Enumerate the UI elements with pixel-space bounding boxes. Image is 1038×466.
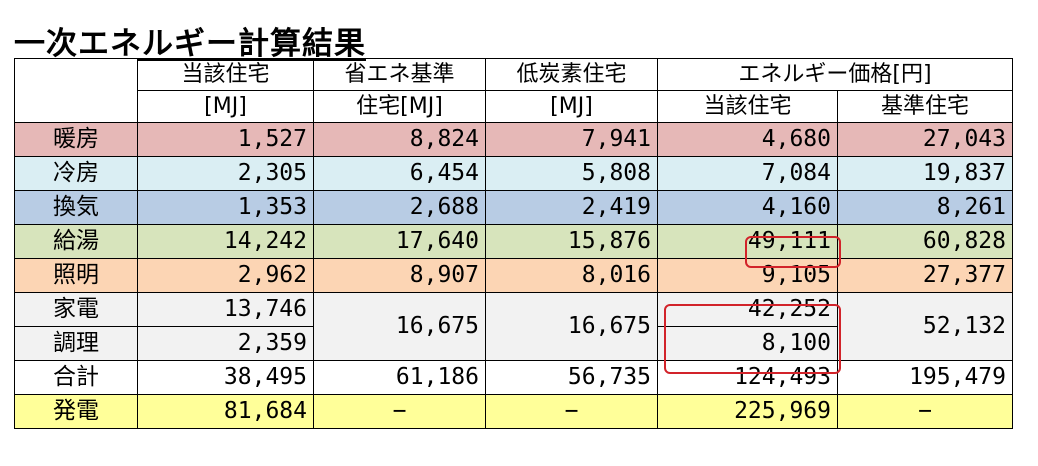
row-label: 換気 [14, 190, 138, 225]
cell-price-standard-merged: 52,132 [837, 292, 1013, 361]
header-energy-price: エネルギー価格[円] [657, 58, 1013, 91]
cell-current: 13,746 [137, 292, 314, 327]
cell-lowcarbon: 15,876 [485, 224, 658, 259]
cell-current: 38,495 [137, 360, 314, 395]
row-label: 暖房 [14, 122, 138, 157]
cell-lowcarbon-merged: 16,675 [485, 292, 658, 361]
cell-price-current: 8,100 [657, 326, 838, 361]
cell-price-current: 49,111 [657, 224, 838, 259]
row-generation: 発電 81,684 − − 225,969 − [14, 394, 1013, 429]
cell-lowcarbon: 8,016 [485, 258, 658, 293]
header-lowcarbon-house: 低炭素住宅 [485, 58, 658, 91]
row-label: 冷房 [14, 156, 138, 191]
cell-price-current: 225,969 [657, 394, 838, 429]
cell-lowcarbon: 56,735 [485, 360, 658, 395]
cell-standard: 61,186 [313, 360, 486, 395]
energy-results-table: 当該住宅 省エネ基準 低炭素住宅 エネルギー価格[円] [MJ] 住宅[MJ] … [14, 58, 1013, 429]
page-title: 一次エネルギー計算結果 [14, 26, 366, 62]
header-corner [14, 58, 138, 123]
cell-price-current: 7,084 [657, 156, 838, 191]
cell-standard: 2,688 [313, 190, 486, 225]
cell-price-current: 4,680 [657, 122, 838, 157]
cell-lowcarbon: − [485, 394, 658, 429]
cell-current: 2,962 [137, 258, 314, 293]
row-lighting: 照明 2,962 8,907 8,016 9,105 27,377 [14, 258, 1013, 293]
cell-price-standard: 27,377 [837, 258, 1013, 293]
cell-standard: 17,640 [313, 224, 486, 259]
cell-standard-merged: 16,675 [313, 292, 486, 361]
header-standard-unit: 住宅[MJ] [313, 90, 486, 123]
cell-current: 2,359 [137, 326, 314, 361]
row-label: 給湯 [14, 224, 138, 259]
cell-standard: 8,824 [313, 122, 486, 157]
cell-current: 81,684 [137, 394, 314, 429]
cell-current: 2,305 [137, 156, 314, 191]
cell-price-standard: − [837, 394, 1013, 429]
header-lowcarbon-unit: [MJ] [485, 90, 658, 123]
cell-price-current: 4,160 [657, 190, 838, 225]
header-row-1: 当該住宅 省エネ基準 低炭素住宅 エネルギー価格[円] [14, 58, 1013, 123]
row-label: 発電 [14, 394, 138, 429]
row-appliance: 家電 13,746 16,675 16,675 42,252 52,132 [14, 292, 1013, 361]
cell-price-standard: 8,261 [837, 190, 1013, 225]
row-cooling: 冷房 2,305 6,454 5,808 7,084 19,837 [14, 156, 1013, 191]
cell-price-standard: 60,828 [837, 224, 1013, 259]
cell-price-current: 9,105 [657, 258, 838, 293]
header-row-2: [MJ] 住宅[MJ] [MJ] 当該住宅 基準住宅 [15, 90, 1013, 123]
cell-lowcarbon: 7,941 [485, 122, 658, 157]
row-label: 調理 [14, 326, 138, 361]
cell-current: 14,242 [137, 224, 314, 259]
cell-standard: 8,907 [313, 258, 486, 293]
row-label: 家電 [14, 292, 138, 327]
row-hot-water: 給湯 14,242 17,640 15,876 49,111 60,828 [14, 224, 1013, 259]
cell-price-standard: 19,837 [837, 156, 1013, 191]
cell-price-current: 124,493 [657, 360, 838, 395]
cell-lowcarbon: 5,808 [485, 156, 658, 191]
header-standard-house: 省エネ基準 [313, 58, 486, 91]
cell-standard: − [313, 394, 486, 429]
row-label: 照明 [14, 258, 138, 293]
row-ventilation: 換気 1,353 2,688 2,419 4,160 8,261 [14, 190, 1013, 225]
row-label: 合計 [14, 360, 138, 395]
header-price-standard: 基準住宅 [837, 90, 1013, 123]
row-heating: 暖房 1,527 8,824 7,941 4,680 27,043 [14, 122, 1013, 157]
header-price-current: 当該住宅 [657, 90, 838, 123]
cell-lowcarbon: 2,419 [485, 190, 658, 225]
cell-price-current: 42,252 [657, 292, 838, 327]
header-current-unit: [MJ] [137, 90, 314, 123]
cell-price-standard: 195,479 [837, 360, 1013, 395]
cell-current: 1,527 [137, 122, 314, 157]
cell-standard: 6,454 [313, 156, 486, 191]
header-current-house: 当該住宅 [137, 58, 314, 91]
cell-price-standard: 27,043 [837, 122, 1013, 157]
cell-current: 1,353 [137, 190, 314, 225]
row-total: 合計 38,495 61,186 56,735 124,493 195,479 [14, 360, 1013, 395]
